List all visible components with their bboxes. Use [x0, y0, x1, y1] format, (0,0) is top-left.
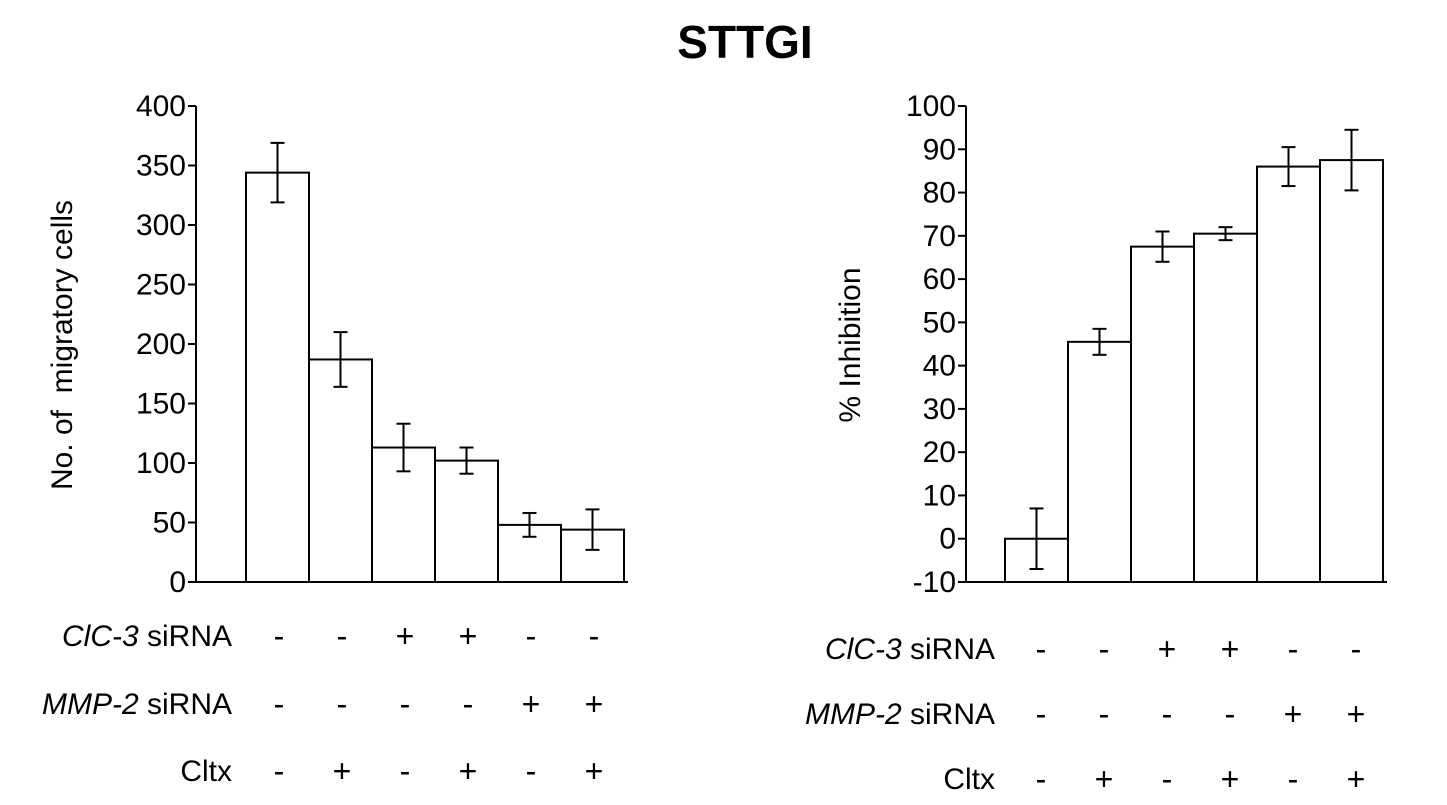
minus-sign: -	[526, 618, 537, 654]
bar	[1319, 159, 1384, 583]
condition-label: MMP-2 siRNA	[805, 698, 995, 731]
plus-sign: +	[1347, 696, 1366, 732]
y-tick-label: 400	[136, 90, 186, 123]
condition-label: Cltx	[180, 755, 232, 788]
minus-sign: -	[274, 686, 285, 722]
y-tick-label: 150	[136, 388, 186, 421]
y-tick-label: 350	[136, 150, 186, 183]
plus-sign: +	[1095, 761, 1114, 797]
y-axis-label: No. of migratory cells	[46, 200, 79, 490]
bar	[1130, 245, 1195, 584]
bar	[560, 528, 625, 584]
bar	[1193, 232, 1258, 583]
minus-sign: -	[463, 686, 474, 722]
y-tick-label: 60	[923, 263, 956, 296]
plus-sign: +	[585, 686, 604, 722]
figure-title: STTGI	[677, 16, 812, 68]
y-tick-label: 10	[923, 479, 956, 512]
y-tick-label: 0	[939, 523, 956, 556]
y-tick-label: -10	[913, 566, 956, 599]
y-tick-label: 100	[136, 447, 186, 480]
error-bar	[1344, 128, 1359, 192]
error-bar	[1155, 230, 1170, 263]
y-tick-label: 90	[923, 133, 956, 166]
minus-sign: -	[1351, 631, 1362, 667]
minus-sign: -	[1099, 696, 1110, 732]
plus-sign: +	[585, 753, 604, 789]
plus-sign: +	[459, 618, 478, 654]
plus-sign: +	[1158, 631, 1177, 667]
error-bar	[1218, 226, 1233, 242]
minus-sign: -	[589, 618, 600, 654]
y-tick-label: 40	[923, 350, 956, 383]
y-tick-label: 200	[136, 328, 186, 361]
minus-sign: -	[274, 753, 285, 789]
error-bar	[585, 508, 600, 551]
condition-label: ClC-3 siRNA	[825, 633, 995, 666]
minus-sign: -	[526, 753, 537, 789]
minus-sign: -	[1099, 631, 1110, 667]
condition-label: ClC-3 siRNA	[62, 620, 232, 653]
y-tick-label: 20	[923, 436, 956, 469]
bar	[1067, 340, 1132, 583]
minus-sign: -	[1288, 761, 1299, 797]
plus-sign: +	[1221, 761, 1240, 797]
y-tick-label: 100	[906, 90, 956, 123]
y-tick-label: 250	[136, 269, 186, 302]
plus-sign: +	[333, 753, 352, 789]
minus-sign: -	[400, 753, 411, 789]
condition-label: Cltx	[943, 763, 995, 796]
plus-sign: +	[396, 618, 415, 654]
minus-sign: -	[337, 618, 348, 654]
minus-sign: -	[1162, 696, 1173, 732]
y-tick-label: 70	[923, 220, 956, 253]
plus-sign: +	[522, 686, 541, 722]
minus-sign: -	[1036, 631, 1047, 667]
plus-sign: +	[459, 753, 478, 789]
plus-sign: +	[1347, 761, 1366, 797]
minus-sign: -	[1225, 696, 1236, 732]
bar	[434, 459, 499, 583]
minus-sign: -	[274, 618, 285, 654]
y-tick-label: 300	[136, 209, 186, 242]
error-bar	[396, 422, 411, 473]
y-tick-label: 0	[169, 566, 186, 599]
plus-sign: +	[1221, 631, 1240, 667]
error-bar	[1281, 146, 1296, 188]
bar	[308, 358, 373, 583]
condition-label: MMP-2 siRNA	[42, 688, 232, 721]
minus-sign: -	[400, 686, 411, 722]
error-bar	[333, 331, 348, 388]
error-bar	[522, 511, 537, 538]
bar	[245, 171, 310, 583]
y-tick-label: 50	[153, 507, 186, 540]
error-bar	[270, 141, 285, 204]
error-bar	[1029, 507, 1044, 571]
minus-sign: -	[1036, 761, 1047, 797]
y-axis-label: % Inhibition	[834, 267, 867, 422]
minus-sign: -	[337, 686, 348, 722]
left-chart-migratory-cells: 0 50 100 150 200 250 300 350 400 No. of migratory…	[42, 90, 628, 789]
y-tick-label: 50	[923, 306, 956, 339]
error-bar	[459, 446, 474, 475]
bar	[1256, 165, 1321, 583]
minus-sign: -	[1288, 631, 1299, 667]
y-tick-label: 30	[923, 393, 956, 426]
minus-sign: -	[1036, 696, 1047, 732]
plus-sign: +	[1284, 696, 1303, 732]
y-tick-label: 80	[923, 177, 956, 210]
error-bar	[1092, 327, 1107, 356]
right-chart-percent-inhibition: -10 0 10 20 30 40 50 60 70 80 90 100 % Inhibition ClC…	[805, 90, 1387, 797]
minus-sign: -	[1162, 761, 1173, 797]
